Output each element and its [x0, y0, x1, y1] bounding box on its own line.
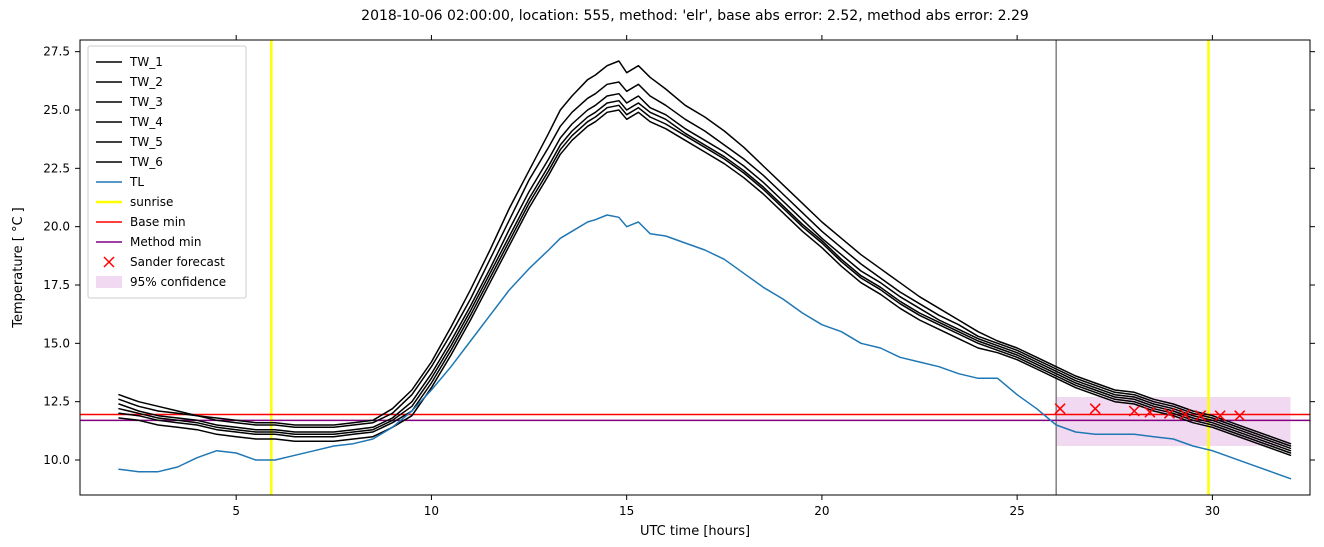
legend-label: 95% confidence — [130, 275, 226, 289]
legend-label: TW_3 — [129, 95, 163, 109]
ytick-label: 22.5 — [43, 161, 70, 175]
ytick-label: 15.0 — [43, 336, 70, 350]
legend-label: sunrise — [130, 195, 173, 209]
legend-swatch — [96, 276, 122, 288]
legend-label: TW_6 — [129, 155, 163, 169]
xtick-label: 25 — [1010, 504, 1025, 518]
xtick-label: 15 — [619, 504, 634, 518]
legend-label: Method min — [130, 235, 201, 249]
ytick-label: 20.0 — [43, 220, 70, 234]
legend-label: TW_2 — [129, 75, 163, 89]
ytick-label: 12.5 — [43, 395, 70, 409]
legend-label: TL — [129, 175, 144, 189]
legend-label: Sander forecast — [130, 255, 225, 269]
ytick-label: 17.5 — [43, 278, 70, 292]
ytick-label: 27.5 — [43, 45, 70, 59]
chart-svg: 5 10 15 20 25 30 10.0 12.5 15.0 17.5 20.0 22.5 25.0 2… — [0, 0, 1324, 547]
ytick-label: 25.0 — [43, 103, 70, 117]
xlabel: UTC time [hours] — [640, 524, 750, 539]
legend-label: TW_1 — [129, 55, 163, 69]
ylabel: Temperature [ °C ] — [11, 207, 26, 328]
xtick-label: 10 — [424, 504, 439, 518]
xtick-label: 5 — [232, 504, 240, 518]
xtick-label: 30 — [1205, 504, 1220, 518]
chart-container: 5 10 15 20 25 30 10.0 12.5 15.0 17.5 20.0 22.5 25.0 2… — [0, 0, 1324, 547]
legend-label: TW_5 — [129, 135, 163, 149]
ytick-label: 10.0 — [43, 453, 70, 467]
legend-label: TW_4 — [129, 115, 163, 129]
legend-label: Base min — [130, 215, 186, 229]
xtick-label: 20 — [814, 504, 829, 518]
chart-title: 2018-10-06 02:00:00, location: 555, meth… — [361, 8, 1029, 24]
